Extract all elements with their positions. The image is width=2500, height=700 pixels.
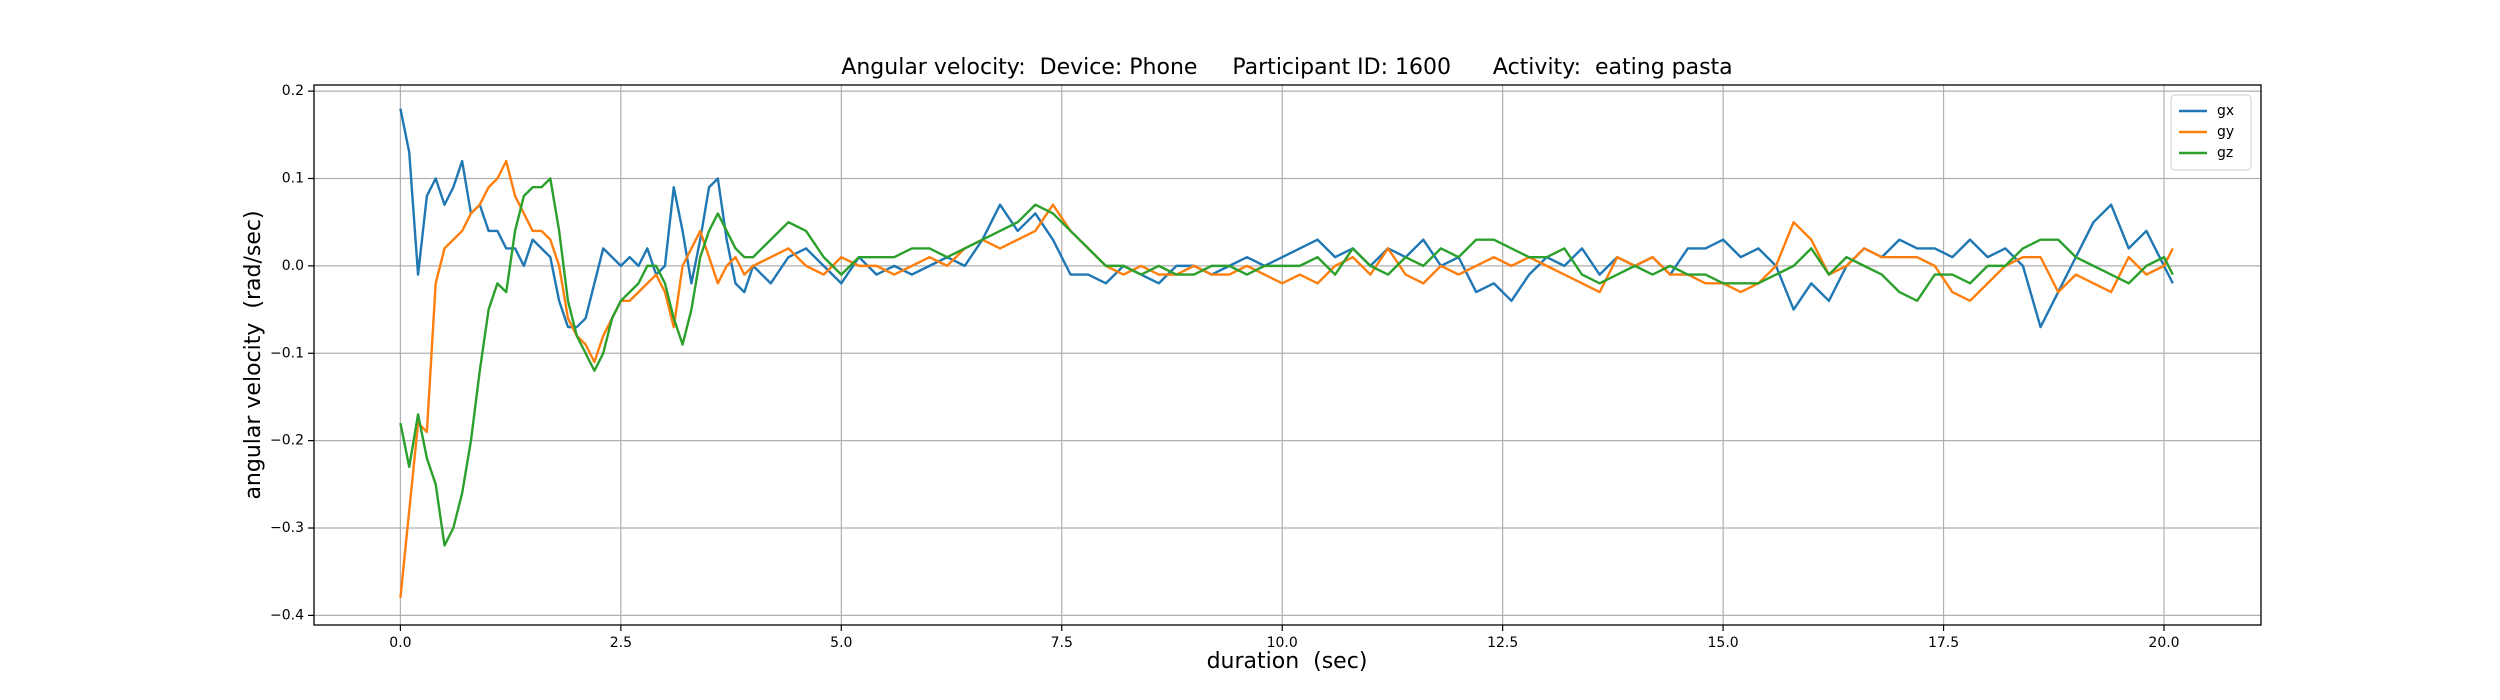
legend-label: gy xyxy=(2217,124,2234,140)
x-tick-label: 15.0 xyxy=(1708,635,1739,651)
y-tick-label: −0.1 xyxy=(270,345,304,361)
legend-label: gz xyxy=(2217,145,2233,161)
y-tick-label: −0.2 xyxy=(270,433,304,449)
y-tick-label: 0.2 xyxy=(282,83,304,99)
y-axis-label: angular velocity (rad/sec) xyxy=(241,210,266,499)
legend: gx gy gz xyxy=(2170,94,2252,171)
y-tick-label: 0.0 xyxy=(282,258,304,274)
x-tick-label: 17.5 xyxy=(1928,635,1959,651)
legend-box xyxy=(2170,94,2252,171)
plot-frame xyxy=(313,84,2262,626)
chart-title: Angular velocity: Device: Phone Particip… xyxy=(841,55,1732,80)
x-axis-label: duration (sec) xyxy=(1207,649,1368,674)
data-line xyxy=(399,108,2174,329)
data-line xyxy=(399,159,2174,599)
x-tick-label: 10.0 xyxy=(1267,635,1298,651)
y-tick-label: −0.4 xyxy=(270,607,304,623)
x-tick-label: 5.0 xyxy=(830,635,852,651)
data-line xyxy=(399,177,2174,547)
y-tick-label: 0.1 xyxy=(282,170,304,186)
x-tick-label: 20.0 xyxy=(2148,635,2179,651)
x-tick-label: 0.0 xyxy=(389,635,411,651)
legend-label: gx xyxy=(2217,103,2234,119)
y-tick-label: −0.3 xyxy=(270,520,304,536)
x-tick-label: 12.5 xyxy=(1487,635,1518,651)
x-tick-label: 2.5 xyxy=(610,635,632,651)
x-tick-label: 7.5 xyxy=(1051,635,1073,651)
